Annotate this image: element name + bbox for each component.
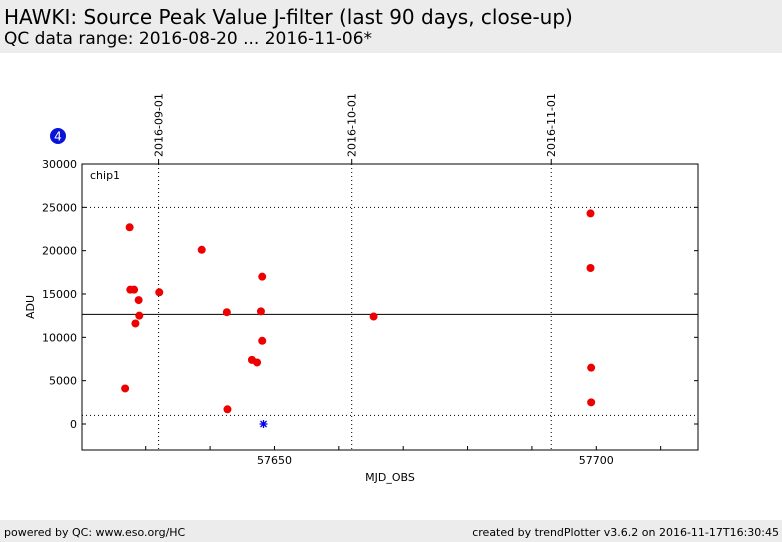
data-point [121, 384, 130, 393]
data-point [197, 245, 206, 254]
x-tick-label: 57700 [579, 454, 614, 467]
y-tick-label: 0 [70, 418, 77, 431]
data-point [134, 296, 143, 305]
top-axis-date-label: 2016-09-01 [153, 93, 166, 157]
data-point [586, 264, 595, 272]
y-tick-label: 25000 [42, 201, 77, 214]
data-point [223, 405, 232, 414]
data-point [155, 288, 164, 297]
data-point [125, 223, 134, 232]
y-axis-label: ADU [24, 295, 37, 319]
data-point [222, 308, 231, 317]
badge-circle [50, 128, 66, 144]
data-point [369, 312, 378, 321]
y-tick-label: 30000 [42, 158, 77, 171]
badge-number: 4 [54, 130, 62, 144]
top-axis-date-label: 2016-10-01 [346, 93, 359, 157]
x-tick-label: 57650 [257, 454, 292, 467]
data-range-subtitle: QC data range: 2016-08-20 ... 2016-11-06… [4, 29, 373, 49]
plot-frame [81, 163, 699, 451]
page-title: HAWKI: Source Peak Value J-filter (last … [4, 5, 573, 29]
footer-created-by: created by trendPlotter v3.6.2 on 2016-1… [472, 526, 779, 539]
outlier-point [259, 420, 268, 428]
data-point [131, 319, 140, 328]
header-bar: HAWKI: Source Peak Value J-filter (last … [0, 0, 782, 53]
data-point [135, 311, 144, 320]
data-point [258, 336, 267, 345]
y-tick-label: 10000 [42, 331, 77, 344]
y-tick-label: 5000 [49, 375, 77, 388]
data-point [256, 307, 265, 316]
data-point [253, 358, 262, 367]
x-axis-label: MJD_OBS [365, 471, 415, 484]
top-axis-date-label: 2016-11-01 [545, 93, 558, 157]
data-point [587, 398, 596, 407]
data-point [586, 209, 595, 218]
y-tick-label: 15000 [42, 288, 77, 301]
data-point [258, 272, 267, 281]
footer-powered-by: powered by QC: www.eso.org/HC [4, 526, 186, 539]
data-point [130, 285, 139, 294]
chip-panel-label: chip1 [90, 169, 120, 182]
y-tick-label: 20000 [42, 245, 77, 258]
data-point [587, 363, 596, 372]
footer-bar: powered by QC: www.eso.org/HC created by… [0, 520, 782, 542]
